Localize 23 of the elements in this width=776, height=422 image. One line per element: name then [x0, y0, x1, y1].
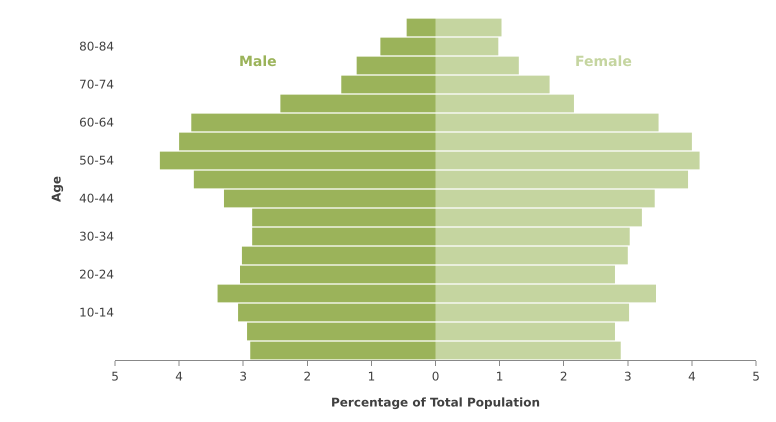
x-tick-label: 4 [688, 369, 696, 384]
x-axis-title: Percentage of Total Population [330, 395, 540, 410]
x-tick-label: 0 [432, 369, 440, 384]
x-tick-label: 4 [175, 369, 183, 384]
x-tick-label: 2 [560, 369, 568, 384]
series-label: Female [575, 54, 632, 70]
x-tick-label: 1 [496, 369, 504, 384]
series-label: Male [239, 54, 277, 70]
y-tick-label: 10-14 [79, 306, 114, 320]
y-axis-title: Age [49, 176, 64, 202]
x-tick-label: 2 [303, 369, 312, 384]
x-tick-label: 5 [111, 369, 119, 384]
y-tick-label: 50-54 [79, 154, 114, 168]
y-tick-label: 40-44 [79, 192, 114, 206]
y-tick-label: 60-64 [79, 116, 114, 130]
y-tick-label: 80-84 [79, 40, 114, 54]
x-tick-label: 1 [368, 369, 376, 384]
x-tick-label: 3 [239, 369, 248, 384]
x-tick-label: 5 [752, 369, 760, 384]
x-tick-label: 3 [624, 369, 632, 384]
y-tick-label: 20-24 [79, 268, 114, 282]
y-tick-label: 70-74 [79, 78, 114, 92]
y-tick-label: 30-34 [79, 230, 114, 244]
